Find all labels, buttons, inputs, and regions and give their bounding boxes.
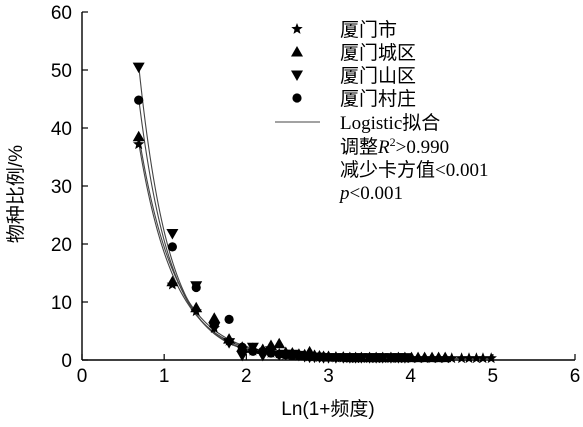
legend-label-1: 厦门城区 xyxy=(340,42,416,64)
data-point-series-3 xyxy=(237,342,247,352)
data-point-series-0 xyxy=(446,352,458,364)
x-axis-title: Ln(1+频度) xyxy=(281,398,374,420)
data-point-series-2 xyxy=(355,353,368,364)
x-tick-label: 1 xyxy=(159,366,170,387)
y-axis-title: 物种比例/% xyxy=(5,145,27,243)
note-chi-square: 减少卡方值<0.001 xyxy=(340,159,488,181)
y-tick-label: 20 xyxy=(51,235,72,256)
note-adjusted-prefix: 调整 xyxy=(340,136,378,158)
data-point-series-3 xyxy=(167,242,177,252)
data-point-series-1 xyxy=(439,351,452,363)
data-point-series-0 xyxy=(463,352,475,364)
data-point-series-3 xyxy=(224,314,234,324)
data-point-series-1 xyxy=(132,130,145,142)
fit-curves xyxy=(138,65,493,359)
data-point-series-3 xyxy=(258,346,268,356)
statistics-notes: 调整R2>0.990 减少卡方值<0.001 p<0.001 xyxy=(338,135,488,204)
data-point-series-0 xyxy=(485,352,497,364)
legend-marker-3 xyxy=(292,93,302,103)
legend-markers xyxy=(291,23,303,103)
data-point-series-0 xyxy=(132,138,145,150)
data-point-series-3 xyxy=(274,349,284,359)
note-p-value: p<0.001 xyxy=(338,183,403,204)
data-point-series-2 xyxy=(398,353,411,364)
note-r-variable: R xyxy=(377,137,390,158)
legend-label-2: 厦门山区 xyxy=(340,65,416,87)
note-r-superscript: 2 xyxy=(390,135,396,149)
legend: 厦门市 厦门城区 厦门山区 厦门村庄 Logistic拟合 xyxy=(275,19,440,134)
legend-label-3: 厦门村庄 xyxy=(340,88,416,110)
data-point-series-3 xyxy=(305,351,315,362)
data-point-series-0 xyxy=(470,352,483,364)
x-tick-label: 5 xyxy=(488,366,499,387)
x-tick-label: 0 xyxy=(77,366,88,387)
data-point-series-1 xyxy=(166,275,179,287)
x-tick-label: 3 xyxy=(323,366,334,387)
data-point-series-3 xyxy=(191,282,201,293)
y-tick-label: 30 xyxy=(51,177,72,198)
data-point-series-3 xyxy=(134,95,144,105)
legend-marker-1 xyxy=(291,46,303,57)
y-tick-label: 0 xyxy=(61,351,72,372)
legend-label-fit: Logistic拟合 xyxy=(340,112,440,134)
data-point-series-3 xyxy=(281,350,291,360)
y-tick-label: 60 xyxy=(51,3,72,24)
data-point-series-3 xyxy=(266,348,276,358)
data-point-series-1 xyxy=(208,312,221,323)
x-tick-label: 6 xyxy=(570,366,581,387)
data-point-series-2 xyxy=(376,353,389,364)
y-tick-label: 50 xyxy=(51,61,72,82)
data-point-series-2 xyxy=(166,229,179,240)
x-tick-label: 2 xyxy=(241,366,252,387)
data-point-series-1 xyxy=(273,337,286,349)
data-point-series-0 xyxy=(455,352,468,364)
data-point-series-1 xyxy=(190,301,203,313)
y-tick-label: 40 xyxy=(51,119,72,140)
data-point-series-2 xyxy=(223,338,236,349)
data-points xyxy=(132,62,497,364)
data-point-series-3 xyxy=(209,320,219,330)
data-point-series-3 xyxy=(287,350,297,360)
data-point-series-2 xyxy=(132,62,145,74)
data-point-series-0 xyxy=(477,352,489,364)
data-point-series-2 xyxy=(236,350,249,362)
fit-curve-2 xyxy=(138,65,493,359)
x-tick-label: 4 xyxy=(405,366,416,387)
legend-marker-0 xyxy=(291,23,303,34)
legend-marker-2 xyxy=(291,70,303,81)
note-adjusted-r2: 调整R2>0.990 xyxy=(340,135,449,158)
note-r-threshold: >0.990 xyxy=(396,137,449,158)
data-point-series-3 xyxy=(248,346,258,356)
note-p-variable: p xyxy=(338,183,350,204)
legend-label-0: 厦门市 xyxy=(340,19,397,41)
y-tick-label: 10 xyxy=(51,293,72,314)
note-p-threshold: <0.001 xyxy=(350,183,403,204)
